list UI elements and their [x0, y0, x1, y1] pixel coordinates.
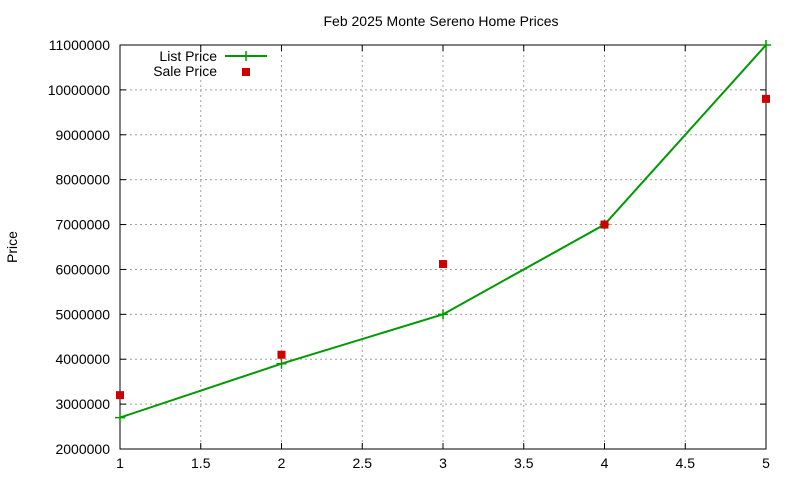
grid-lines — [120, 45, 766, 449]
y-axis-label: Price — [4, 231, 20, 263]
y-tick-label: 11000000 — [49, 37, 110, 53]
y-tick-label: 10000000 — [48, 82, 111, 98]
x-tick-label: 1.5 — [191, 455, 211, 471]
list-price-point — [276, 358, 287, 369]
x-tick-labels: 1 1.5 2 2.5 3 3.5 4 4.5 5 — [116, 455, 770, 471]
series-layer — [115, 40, 771, 423]
legend-label-list-price: List Price — [159, 48, 217, 64]
sale-price-point — [600, 220, 609, 229]
x-tick-label: 4.5 — [676, 455, 696, 471]
y-tick-label: 9000000 — [55, 127, 110, 143]
y-tick-label: 5000000 — [55, 306, 110, 322]
x-tick-label: 3.5 — [514, 455, 534, 471]
list-price-point — [115, 412, 125, 423]
list-price-point — [438, 309, 448, 320]
axis-ticks — [119, 44, 767, 450]
legend-square-marker — [242, 68, 250, 76]
sale-price-point — [277, 350, 286, 359]
list-price-point — [761, 40, 771, 50]
sale-price-point — [762, 94, 770, 103]
sale-price-point — [116, 391, 124, 400]
legend: List Price Sale Price — [153, 48, 267, 79]
y-tick-labels: 2000000 3000000 4000000 5000000 6000000 70000… — [48, 37, 111, 457]
series-sale-price — [116, 94, 770, 400]
y-tick-label: 3000000 — [55, 396, 110, 412]
x-tick-label: 2 — [278, 455, 286, 471]
legend-plus-marker — [241, 51, 251, 61]
sale-price-point — [439, 260, 447, 269]
x-tick-label: 4 — [601, 455, 609, 471]
y-tick-label: 8000000 — [55, 172, 110, 188]
y-tick-label: 4000000 — [55, 351, 110, 367]
x-tick-label: 2.5 — [353, 455, 373, 471]
y-tick-label: 7000000 — [55, 217, 110, 233]
x-tick-label: 5 — [762, 455, 770, 471]
y-tick-label: 6000000 — [55, 261, 110, 277]
chart-title: Feb 2025 Monte Sereno Home Prices — [323, 13, 558, 29]
x-tick-label: 3 — [439, 455, 447, 471]
y-tick-label: 2000000 — [55, 441, 110, 457]
x-tick-label: 1 — [116, 455, 124, 471]
legend-label-sale-price: Sale Price — [153, 63, 217, 79]
